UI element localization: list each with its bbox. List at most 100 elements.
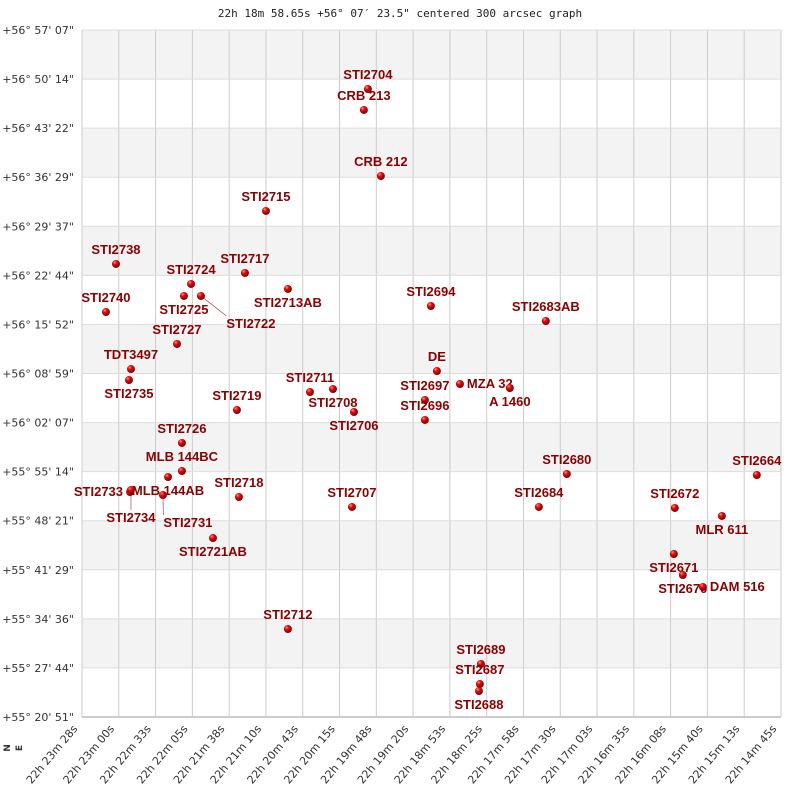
star-point[interactable] [376, 171, 385, 180]
star-label: STI2734 [106, 510, 156, 525]
star-marker[interactable]: STI2672 [650, 486, 699, 512]
star-marker[interactable]: STI2704 [343, 67, 393, 93]
star-point[interactable] [347, 502, 356, 511]
star-point[interactable] [177, 438, 186, 447]
star-marker[interactable]: STI2734 [106, 485, 156, 525]
star-point[interactable] [669, 550, 678, 559]
star-point[interactable] [752, 471, 761, 480]
star-marker[interactable]: STI2670 [658, 570, 707, 596]
star-point[interactable] [177, 467, 186, 476]
star-point[interactable] [432, 367, 441, 376]
star-label: STI2731 [163, 515, 212, 530]
star-point[interactable] [562, 470, 571, 479]
star-point[interactable] [476, 659, 485, 668]
star-marker[interactable]: STI2726 [157, 421, 207, 447]
star-point[interactable] [698, 582, 707, 591]
star-point[interactable] [717, 511, 726, 520]
star-point[interactable] [240, 268, 249, 277]
star-point[interactable] [475, 680, 484, 689]
star-label: STI2704 [343, 67, 393, 82]
star-point[interactable] [305, 388, 314, 397]
y-tick-label: +55° 27' 44" [2, 662, 74, 675]
star-marker[interactable]: STI2721AB [179, 534, 247, 559]
star-marker[interactable]: STI2711 [286, 370, 334, 397]
star-point[interactable] [420, 415, 429, 424]
star-point[interactable] [283, 625, 292, 634]
star-point[interactable] [158, 490, 167, 499]
star-marker[interactable]: MLB 144AB [132, 473, 204, 498]
star-point[interactable] [232, 405, 241, 414]
star-marker[interactable]: STI2708 [308, 385, 358, 410]
star-marker[interactable]: DE [428, 349, 446, 376]
star-point[interactable] [208, 534, 217, 543]
star-marker[interactable]: DAM 516 [698, 579, 765, 594]
star-marker[interactable]: TDT3497 [104, 347, 158, 374]
star-marker[interactable]: STI2664 [732, 453, 782, 480]
star-point[interactable] [187, 279, 196, 288]
star-point[interactable] [670, 503, 679, 512]
star-marker[interactable]: A 1460 [489, 384, 531, 409]
star-marker[interactable]: STI2706 [329, 407, 379, 433]
star-marker[interactable]: STI2717 [220, 251, 270, 277]
star-marker[interactable]: STI2727 [152, 322, 202, 348]
star-marker[interactable]: STI2735 [104, 376, 154, 401]
star-point[interactable] [164, 473, 173, 482]
star-point[interactable] [420, 396, 429, 405]
y-tick-label: +56° 36' 29" [2, 171, 74, 184]
star-marker[interactable]: STI2724 [166, 262, 216, 288]
star-marker[interactable]: STI2687 [455, 662, 504, 689]
star-marker[interactable]: STI2719 [212, 388, 261, 414]
star-point[interactable] [126, 485, 135, 494]
star-marker[interactable]: STI2715 [241, 189, 291, 215]
star-marker[interactable]: STI2707 [327, 485, 377, 511]
star-marker[interactable]: STI2713AB [254, 284, 322, 310]
star-marker[interactable]: STI2738 [91, 242, 141, 268]
star-point[interactable] [234, 492, 243, 501]
plot-band [82, 618, 781, 668]
star-point[interactable] [455, 380, 464, 389]
star-marker[interactable]: STI2731 [158, 490, 213, 530]
star-point[interactable] [328, 385, 337, 394]
star-marker[interactable]: STI2688 [454, 687, 504, 712]
star-point[interactable] [179, 291, 188, 300]
star-marker[interactable]: STI2740 [81, 290, 131, 317]
star-marker[interactable]: CRB 213 [337, 88, 391, 114]
star-marker[interactable]: STI2725 [159, 291, 209, 317]
y-tick-label: +56° 22' 44" [2, 269, 74, 282]
star-marker[interactable]: STI2683AB [512, 299, 580, 326]
star-marker[interactable]: STI2671 [649, 550, 698, 575]
star-marker[interactable]: MLR 611 [695, 511, 748, 537]
star-marker[interactable]: STI2680 [542, 452, 591, 479]
star-point[interactable] [534, 502, 543, 511]
star-marker[interactable]: STI2696 [400, 398, 449, 424]
star-marker[interactable]: MZA 32 [455, 376, 513, 391]
star-marker[interactable]: STI2689 [456, 642, 506, 668]
star-marker[interactable]: MLB 144BC [146, 449, 219, 476]
star-point[interactable] [505, 384, 514, 393]
star-point[interactable] [124, 376, 133, 385]
star-point[interactable] [126, 365, 135, 374]
star-point[interactable] [101, 308, 110, 317]
compass-east: E [15, 745, 25, 751]
star-point[interactable] [261, 206, 270, 215]
y-tick-label: +56° 08' 59" [2, 368, 74, 381]
star-point[interactable] [359, 105, 368, 114]
star-point[interactable] [363, 84, 372, 93]
star-marker[interactable]: STI2694 [406, 284, 456, 311]
star-marker[interactable]: STI2712 [263, 607, 312, 634]
star-point[interactable] [349, 407, 358, 416]
star-point[interactable] [541, 317, 550, 326]
star-point[interactable] [172, 339, 181, 348]
plot-band [82, 79, 781, 129]
star-point[interactable] [426, 302, 435, 311]
star-point[interactable] [196, 291, 205, 300]
star-point[interactable] [678, 570, 687, 579]
star-marker[interactable]: STI2722 [196, 291, 276, 331]
star-point[interactable] [474, 687, 483, 696]
star-marker[interactable]: STI2718 [214, 475, 264, 501]
star-marker[interactable]: CRB 212 [354, 154, 408, 180]
star-marker[interactable]: STI2684 [514, 485, 564, 511]
star-point[interactable] [111, 259, 120, 268]
star-point[interactable] [283, 284, 292, 293]
star-marker[interactable]: STI2697 [400, 378, 449, 405]
